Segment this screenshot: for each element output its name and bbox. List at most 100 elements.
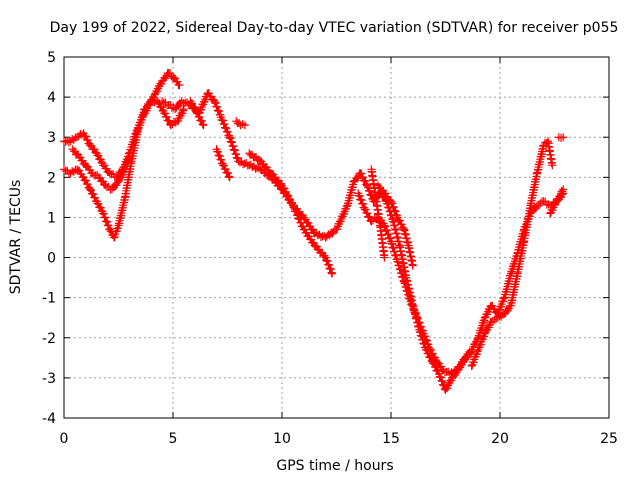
data-point <box>211 99 220 108</box>
data-point <box>76 130 85 139</box>
data-point <box>395 216 404 225</box>
data-point <box>388 199 397 208</box>
data-point <box>365 187 374 196</box>
data-point <box>323 257 332 266</box>
data-point <box>387 197 395 206</box>
data-point <box>175 81 184 90</box>
data-point <box>190 103 199 112</box>
data-point <box>82 176 91 185</box>
data-point <box>91 193 100 202</box>
data-point <box>240 121 249 130</box>
data-point <box>421 332 430 341</box>
series-arc-13 <box>546 185 568 218</box>
series-arc-3 <box>68 145 134 194</box>
data-point <box>391 207 400 216</box>
data-point <box>210 97 219 106</box>
data-point <box>101 181 110 190</box>
x-axis-label: GPS time / hours <box>276 458 393 474</box>
data-point <box>473 347 482 356</box>
data-point <box>86 185 95 194</box>
data-point <box>357 196 366 205</box>
data-point <box>413 313 422 322</box>
data-point <box>464 351 473 360</box>
data-point <box>355 191 364 200</box>
data-point <box>422 336 431 345</box>
data-point <box>218 159 227 168</box>
data-point <box>220 120 229 129</box>
data-point <box>427 346 436 355</box>
data-point <box>225 173 234 182</box>
data-point <box>83 180 92 189</box>
data-point <box>389 203 398 212</box>
data-point <box>193 109 202 118</box>
data-point <box>493 313 502 322</box>
series-arc-14 <box>554 133 568 142</box>
data-point <box>424 340 433 349</box>
y-tick-label: -4 <box>42 411 56 427</box>
data-point <box>447 368 456 377</box>
data-point <box>125 153 134 162</box>
data-point <box>104 221 113 230</box>
data-point <box>101 213 110 222</box>
x-tick-label: 0 <box>60 431 69 447</box>
data-point <box>224 169 233 178</box>
data-point <box>105 225 114 234</box>
data-point <box>381 222 390 231</box>
data-point <box>397 220 406 229</box>
data-point <box>213 102 222 111</box>
data-point <box>324 260 333 269</box>
data-point <box>235 119 244 128</box>
data-point <box>68 135 77 144</box>
data-point <box>198 120 207 129</box>
x-tick-label: 15 <box>382 431 400 447</box>
y-axis-label: SDTVAR / TECUs <box>8 180 24 295</box>
data-point <box>412 312 421 321</box>
data-point <box>431 353 440 362</box>
data-points <box>60 69 568 394</box>
data-point <box>214 107 223 116</box>
data-point <box>327 268 336 277</box>
data-point <box>495 312 504 321</box>
data-point <box>384 230 393 239</box>
x-tick-label: 10 <box>273 431 291 447</box>
data-point <box>276 179 285 188</box>
series-arc-7 <box>232 117 249 130</box>
y-tick-label: 5 <box>47 50 56 66</box>
data-point <box>320 251 329 260</box>
data-point <box>99 209 108 218</box>
y-tick-label: 4 <box>47 90 56 106</box>
series-arc-5 <box>186 97 208 130</box>
data-point <box>413 314 422 323</box>
data-point <box>96 155 105 164</box>
y-tick-label: 0 <box>47 251 56 267</box>
y-tick-label: -2 <box>42 331 56 347</box>
data-point <box>105 169 114 178</box>
data-point <box>179 106 188 115</box>
data-point <box>177 97 186 106</box>
data-point <box>408 301 417 310</box>
data-point <box>199 121 208 130</box>
data-point <box>63 136 72 145</box>
y-tick-label: -3 <box>42 371 56 387</box>
data-point <box>197 116 206 125</box>
data-point <box>380 253 389 262</box>
series-arc-4 <box>158 89 337 278</box>
data-point <box>415 318 424 327</box>
data-point <box>161 109 170 118</box>
series-arc-12 <box>467 137 557 370</box>
data-point <box>82 132 91 141</box>
data-point <box>559 185 568 194</box>
chart-title: Day 199 of 2022, Sidereal Day-to-day VTE… <box>50 20 619 36</box>
x-tick-label: 5 <box>169 431 178 447</box>
data-point <box>425 344 434 353</box>
data-point <box>409 305 418 314</box>
data-point <box>96 203 105 212</box>
data-point <box>361 205 370 214</box>
series-arc-11 <box>373 181 417 270</box>
data-point <box>89 190 98 199</box>
data-point <box>64 138 73 147</box>
data-point <box>361 177 370 186</box>
data-point <box>467 361 476 370</box>
data-point <box>408 261 417 270</box>
series-arc-10 <box>367 165 389 262</box>
